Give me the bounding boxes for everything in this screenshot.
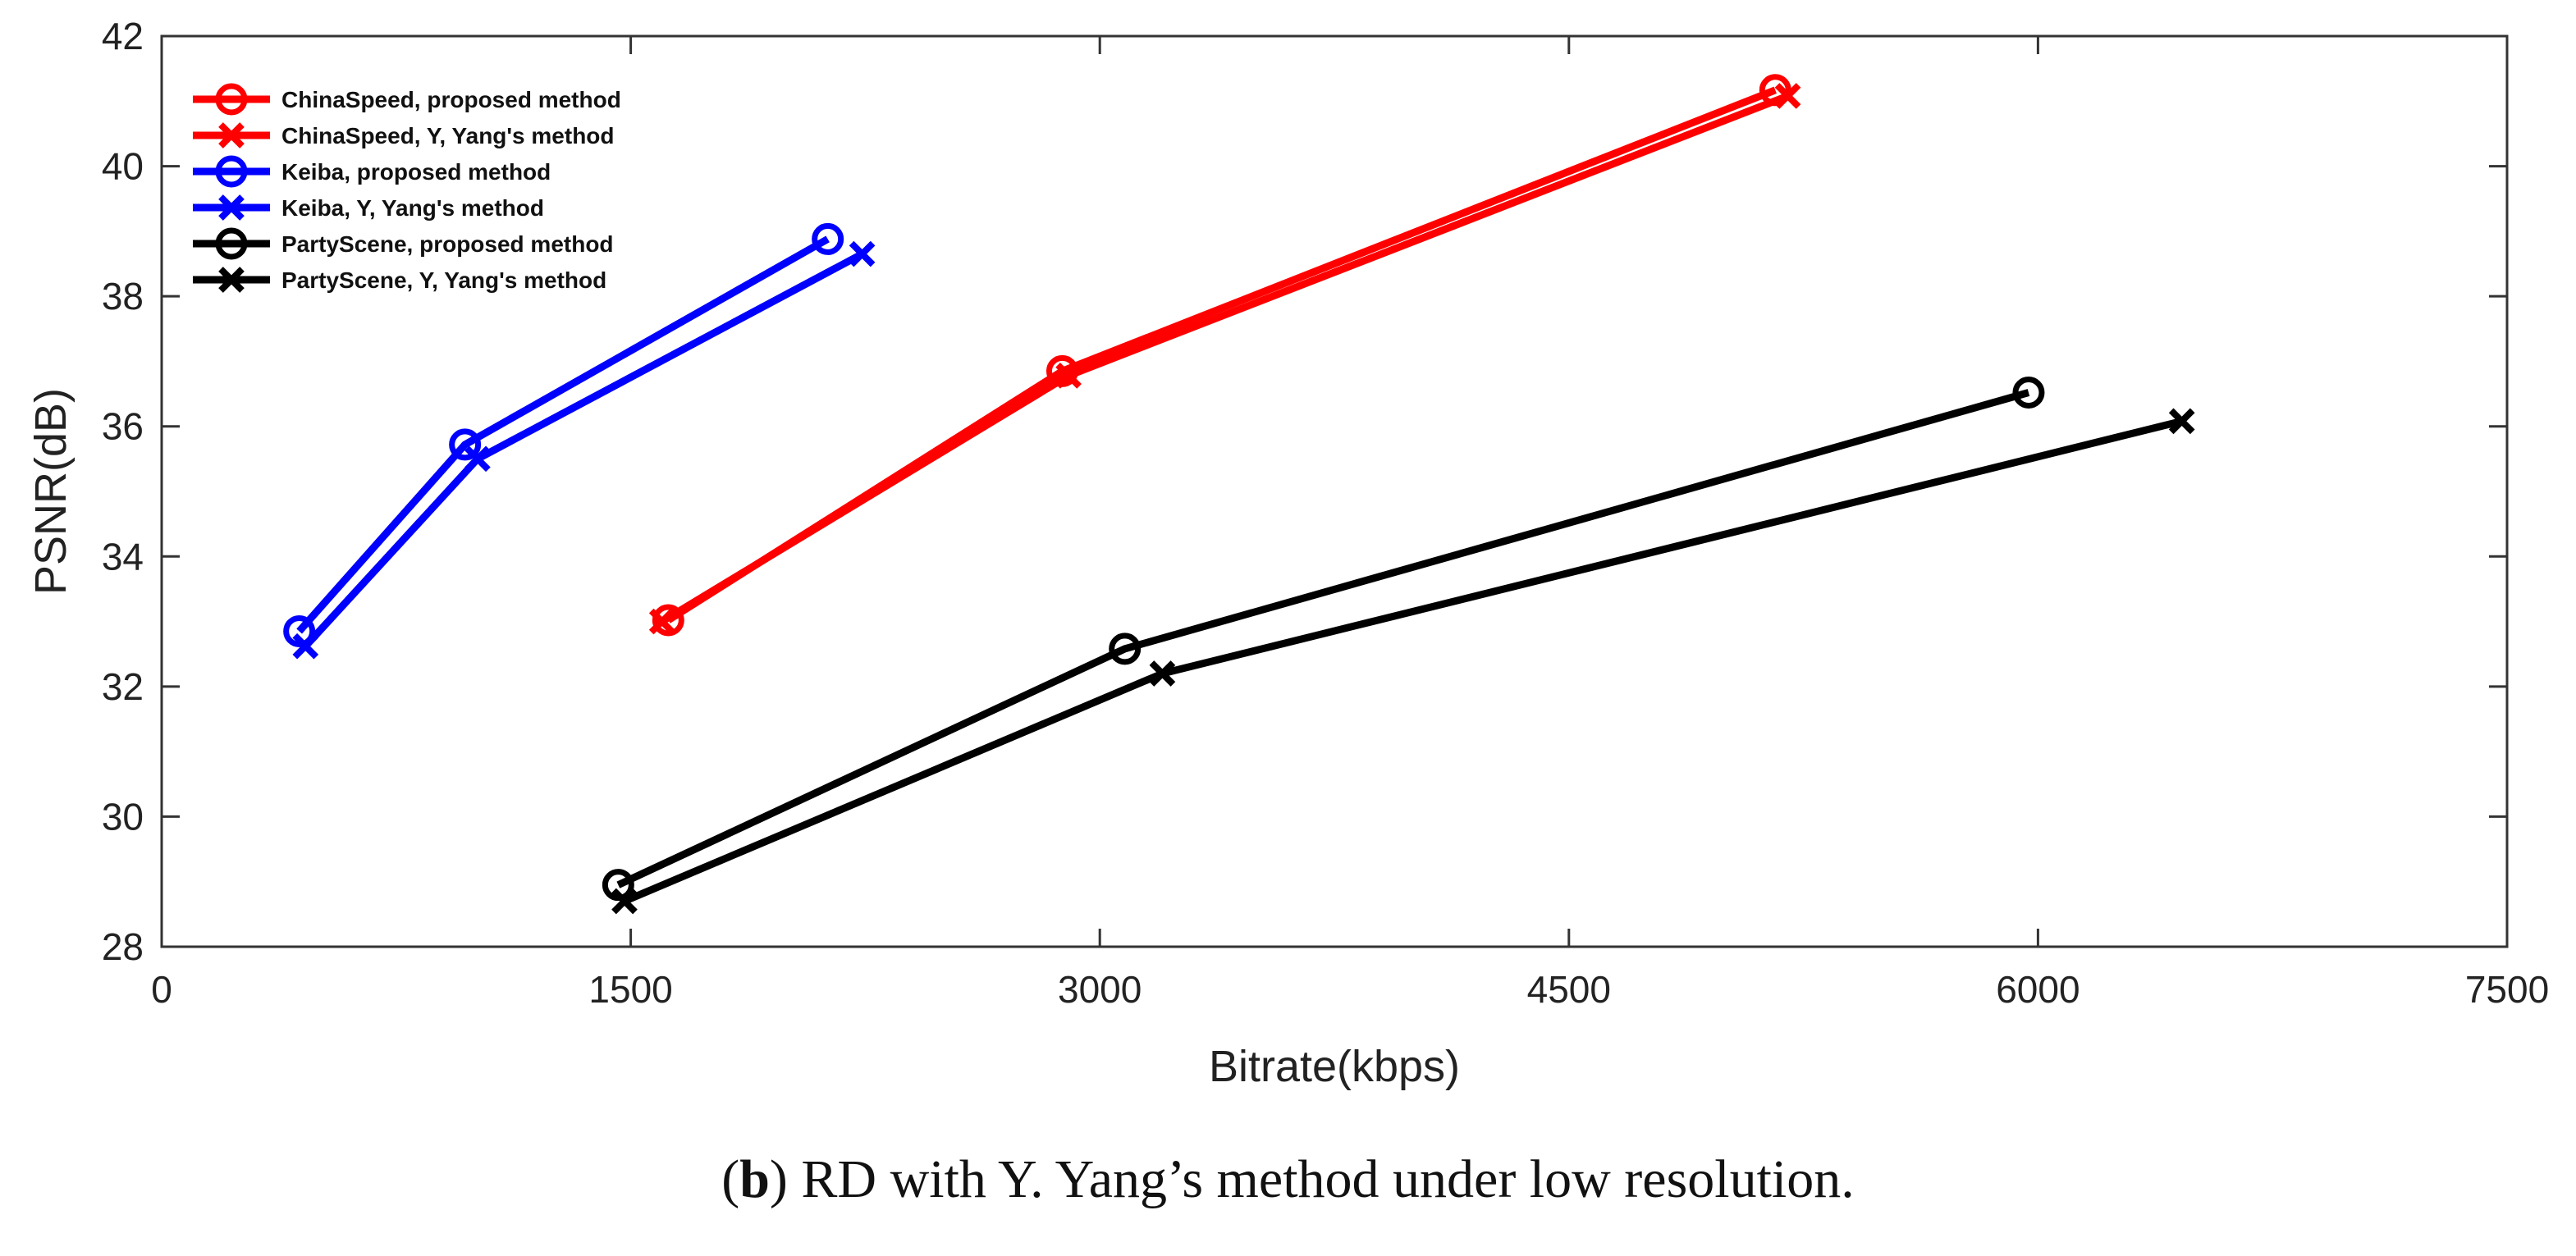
caption-letter: b <box>739 1149 770 1209</box>
data-point-circle <box>652 604 684 637</box>
data-point-x <box>292 633 319 660</box>
caption-text: RD with Y. Yang’s method under low resol… <box>787 1149 1855 1209</box>
legend-item: PartyScene, Y, Yang's method <box>193 267 606 293</box>
series-2 <box>283 222 844 647</box>
x-tick-label: 4500 <box>1527 968 1611 1011</box>
y-tick-label: 42 <box>102 15 144 57</box>
data-point-x <box>1774 83 1801 109</box>
x-axis-label: Bitrate(kbps) <box>1209 1042 1460 1091</box>
x-tick-label: 0 <box>151 968 172 1011</box>
data-point-x <box>464 445 491 473</box>
legend-item: Keiba, proposed method <box>193 155 551 188</box>
x-axis: 0 1500 3000 4500 6000 7500 <box>151 36 2549 1011</box>
legend-label: ChinaSpeed, Y, Yang's method <box>281 123 615 148</box>
legend-label: ChinaSpeed, proposed method <box>281 87 621 112</box>
legend-label: PartyScene, Y, Yang's method <box>281 267 606 293</box>
legend-item: PartyScene, proposed method <box>193 227 614 260</box>
y-tick-label: 40 <box>102 145 144 188</box>
data-point-x <box>1055 363 1082 389</box>
x-tick-label: 3000 <box>1058 968 1142 1011</box>
data-point-circle <box>449 428 482 461</box>
data-point-x <box>1149 660 1176 687</box>
y-tick-label: 36 <box>102 405 144 448</box>
legend-marker <box>215 227 248 260</box>
legend-marker <box>218 194 245 221</box>
legend-label: Keiba, proposed method <box>281 159 551 185</box>
data-point-circle <box>812 222 844 255</box>
data-point-x <box>611 888 638 915</box>
legend-item: ChinaSpeed, Y, Yang's method <box>193 122 615 148</box>
legend-label: Keiba, Y, Yang's method <box>281 195 544 221</box>
legend-item: Keiba, Y, Yang's method <box>193 194 544 221</box>
y-axis: 28 30 32 34 36 38 40 42 <box>102 15 2507 968</box>
series-line <box>616 389 2030 888</box>
legend-label: PartyScene, proposed method <box>281 231 614 257</box>
legend-marker <box>218 122 245 148</box>
x-tick-label: 1500 <box>588 968 672 1011</box>
y-tick-label: 38 <box>102 275 144 317</box>
y-tick-label: 34 <box>102 535 144 578</box>
figure-caption: (b) RD with Y. Yang’s method under low r… <box>0 1149 2576 1211</box>
data-point-circle <box>1109 633 1142 665</box>
series-1 <box>648 83 1801 635</box>
y-tick-label: 28 <box>102 925 144 968</box>
legend-item: ChinaSpeed, proposed method <box>193 83 621 116</box>
rd-chart: 0 1500 3000 4500 6000 7500 28 30 32 34 36 38 40 42 B… <box>26 15 2549 1091</box>
series-layer <box>283 74 2195 915</box>
caption-open-paren: ( <box>721 1149 740 1209</box>
caption-close-paren: ) <box>769 1149 788 1209</box>
legend-marker <box>218 267 245 293</box>
legend-marker <box>215 83 248 116</box>
series-5 <box>611 408 2195 915</box>
x-tick-label: 7500 <box>2465 968 2549 1011</box>
y-tick-label: 30 <box>102 795 144 838</box>
data-point-x <box>2168 408 2195 435</box>
plot-area <box>160 34 2509 948</box>
y-tick-label: 32 <box>102 665 144 708</box>
series-3 <box>292 240 876 660</box>
x-tick-label: 6000 <box>1996 968 2080 1011</box>
data-point-circle <box>2012 376 2045 409</box>
data-point-x <box>648 608 675 635</box>
legend-marker <box>215 155 248 188</box>
data-point-x <box>849 240 876 267</box>
series-line <box>296 235 830 634</box>
y-axis-label: PSNR(dB) <box>26 388 75 595</box>
legend: ChinaSpeed, proposed method ChinaSpeed, Y… <box>193 83 621 293</box>
